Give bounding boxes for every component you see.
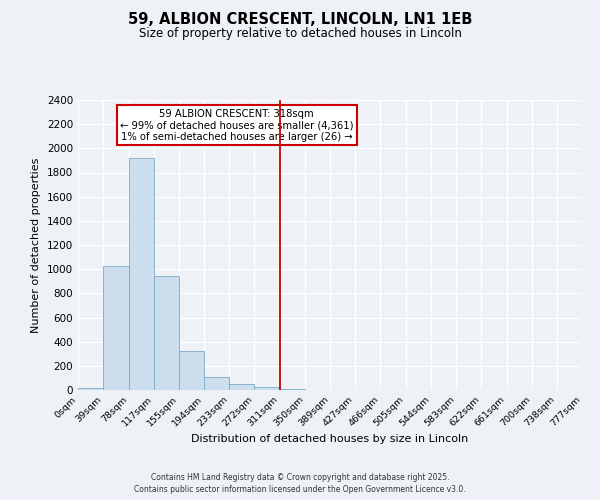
- Bar: [229, 384, 254, 390]
- Bar: [179, 352, 204, 390]
- Text: Contains public sector information licensed under the Open Government Licence v3: Contains public sector information licen…: [134, 485, 466, 494]
- Text: Contains HM Land Registry data © Crown copyright and database right 2025.: Contains HM Land Registry data © Crown c…: [151, 472, 449, 482]
- Bar: [103, 266, 128, 390]
- Text: 59 ALBION CRESCENT: 318sqm
← 99% of detached houses are smaller (4,361)
1% of se: 59 ALBION CRESCENT: 318sqm ← 99% of deta…: [120, 108, 353, 142]
- Y-axis label: Number of detached properties: Number of detached properties: [31, 158, 41, 332]
- Bar: [128, 158, 154, 390]
- Bar: [78, 388, 103, 390]
- Bar: [154, 276, 179, 390]
- Bar: [204, 378, 229, 390]
- Text: 59, ALBION CRESCENT, LINCOLN, LN1 1EB: 59, ALBION CRESCENT, LINCOLN, LN1 1EB: [128, 12, 472, 28]
- X-axis label: Distribution of detached houses by size in Lincoln: Distribution of detached houses by size …: [191, 434, 469, 444]
- Text: Size of property relative to detached houses in Lincoln: Size of property relative to detached ho…: [139, 28, 461, 40]
- Bar: [254, 386, 280, 390]
